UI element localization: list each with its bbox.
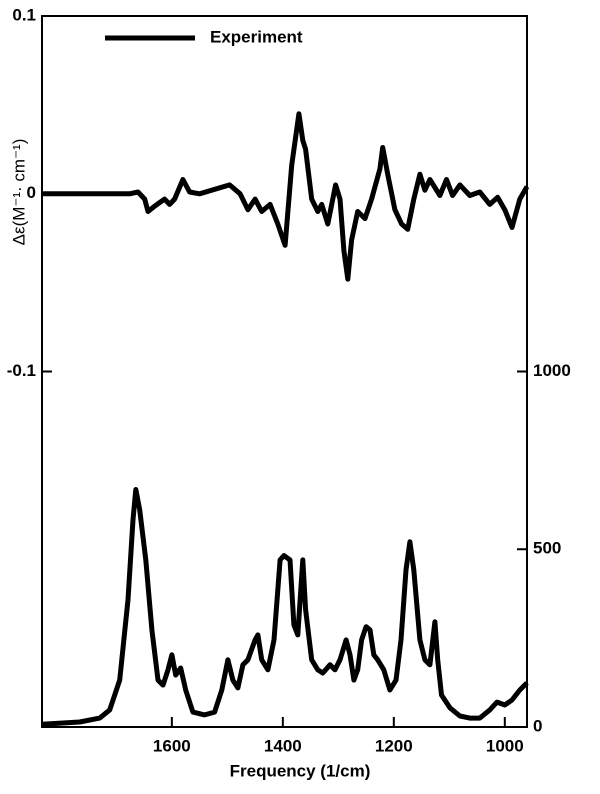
x-tick-label: 1000 xyxy=(486,736,524,755)
y-axis-label: Δε(M⁻¹· cm⁻¹) xyxy=(9,139,28,246)
x-tick-label: 1200 xyxy=(375,736,413,755)
y2-tick-label: 0 xyxy=(533,716,542,735)
y-tick-label: 0.1 xyxy=(12,5,36,24)
x-axis-label: Frequency (1/cm) xyxy=(230,761,371,780)
y2-tick-label: 1000 xyxy=(533,361,571,380)
y2-tick-label: 500 xyxy=(533,539,561,558)
x-tick-label: 1600 xyxy=(153,736,191,755)
plot-frame xyxy=(41,15,528,728)
series-line xyxy=(41,487,529,727)
legend-label: Experiment xyxy=(210,27,303,46)
y-tick-label: 0 xyxy=(27,183,36,202)
series-line xyxy=(42,111,530,282)
x-tick-label: 1400 xyxy=(264,736,302,755)
y-tick-label: -0.1 xyxy=(7,361,36,380)
